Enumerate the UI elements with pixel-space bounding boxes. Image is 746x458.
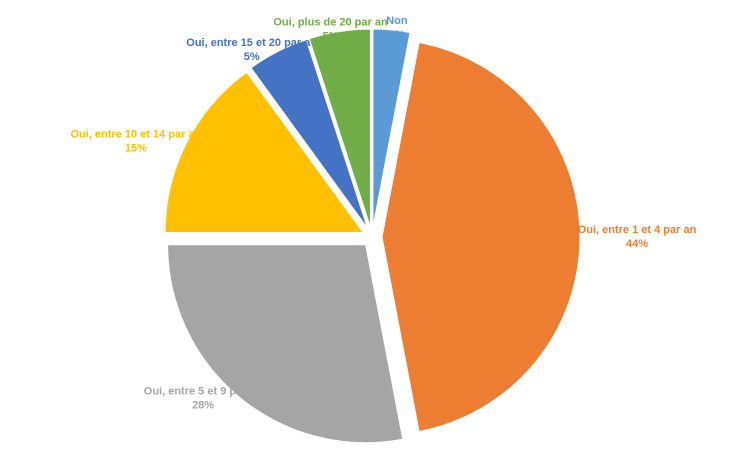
slice-label: Oui, entre 10 et 14 par an bbox=[70, 129, 201, 141]
slice-value-label: 44% bbox=[626, 238, 648, 250]
slice-value-label: 15% bbox=[125, 143, 147, 155]
pie-slice bbox=[372, 28, 411, 228]
slice-value-label: 5% bbox=[323, 30, 339, 42]
slice-label: Oui, entre 5 et 9 par an bbox=[144, 386, 263, 398]
slice-label: Oui, entre 15 et 20 par an bbox=[186, 37, 317, 49]
slice-value-label: 5% bbox=[244, 51, 260, 63]
slice-label: Oui, entre 1 et 4 par an bbox=[578, 224, 697, 236]
slice-value-label: 28% bbox=[192, 400, 214, 412]
pie-slice bbox=[381, 41, 581, 433]
pie-slice bbox=[250, 39, 368, 229]
slice-label: Oui, plus de 20 par an bbox=[273, 16, 388, 28]
pie-slice bbox=[308, 28, 371, 228]
slice-label: Non bbox=[386, 15, 408, 27]
slice-value-label: 3% bbox=[389, 29, 405, 41]
pie-slice bbox=[164, 71, 365, 233]
pie-slice bbox=[167, 244, 404, 444]
